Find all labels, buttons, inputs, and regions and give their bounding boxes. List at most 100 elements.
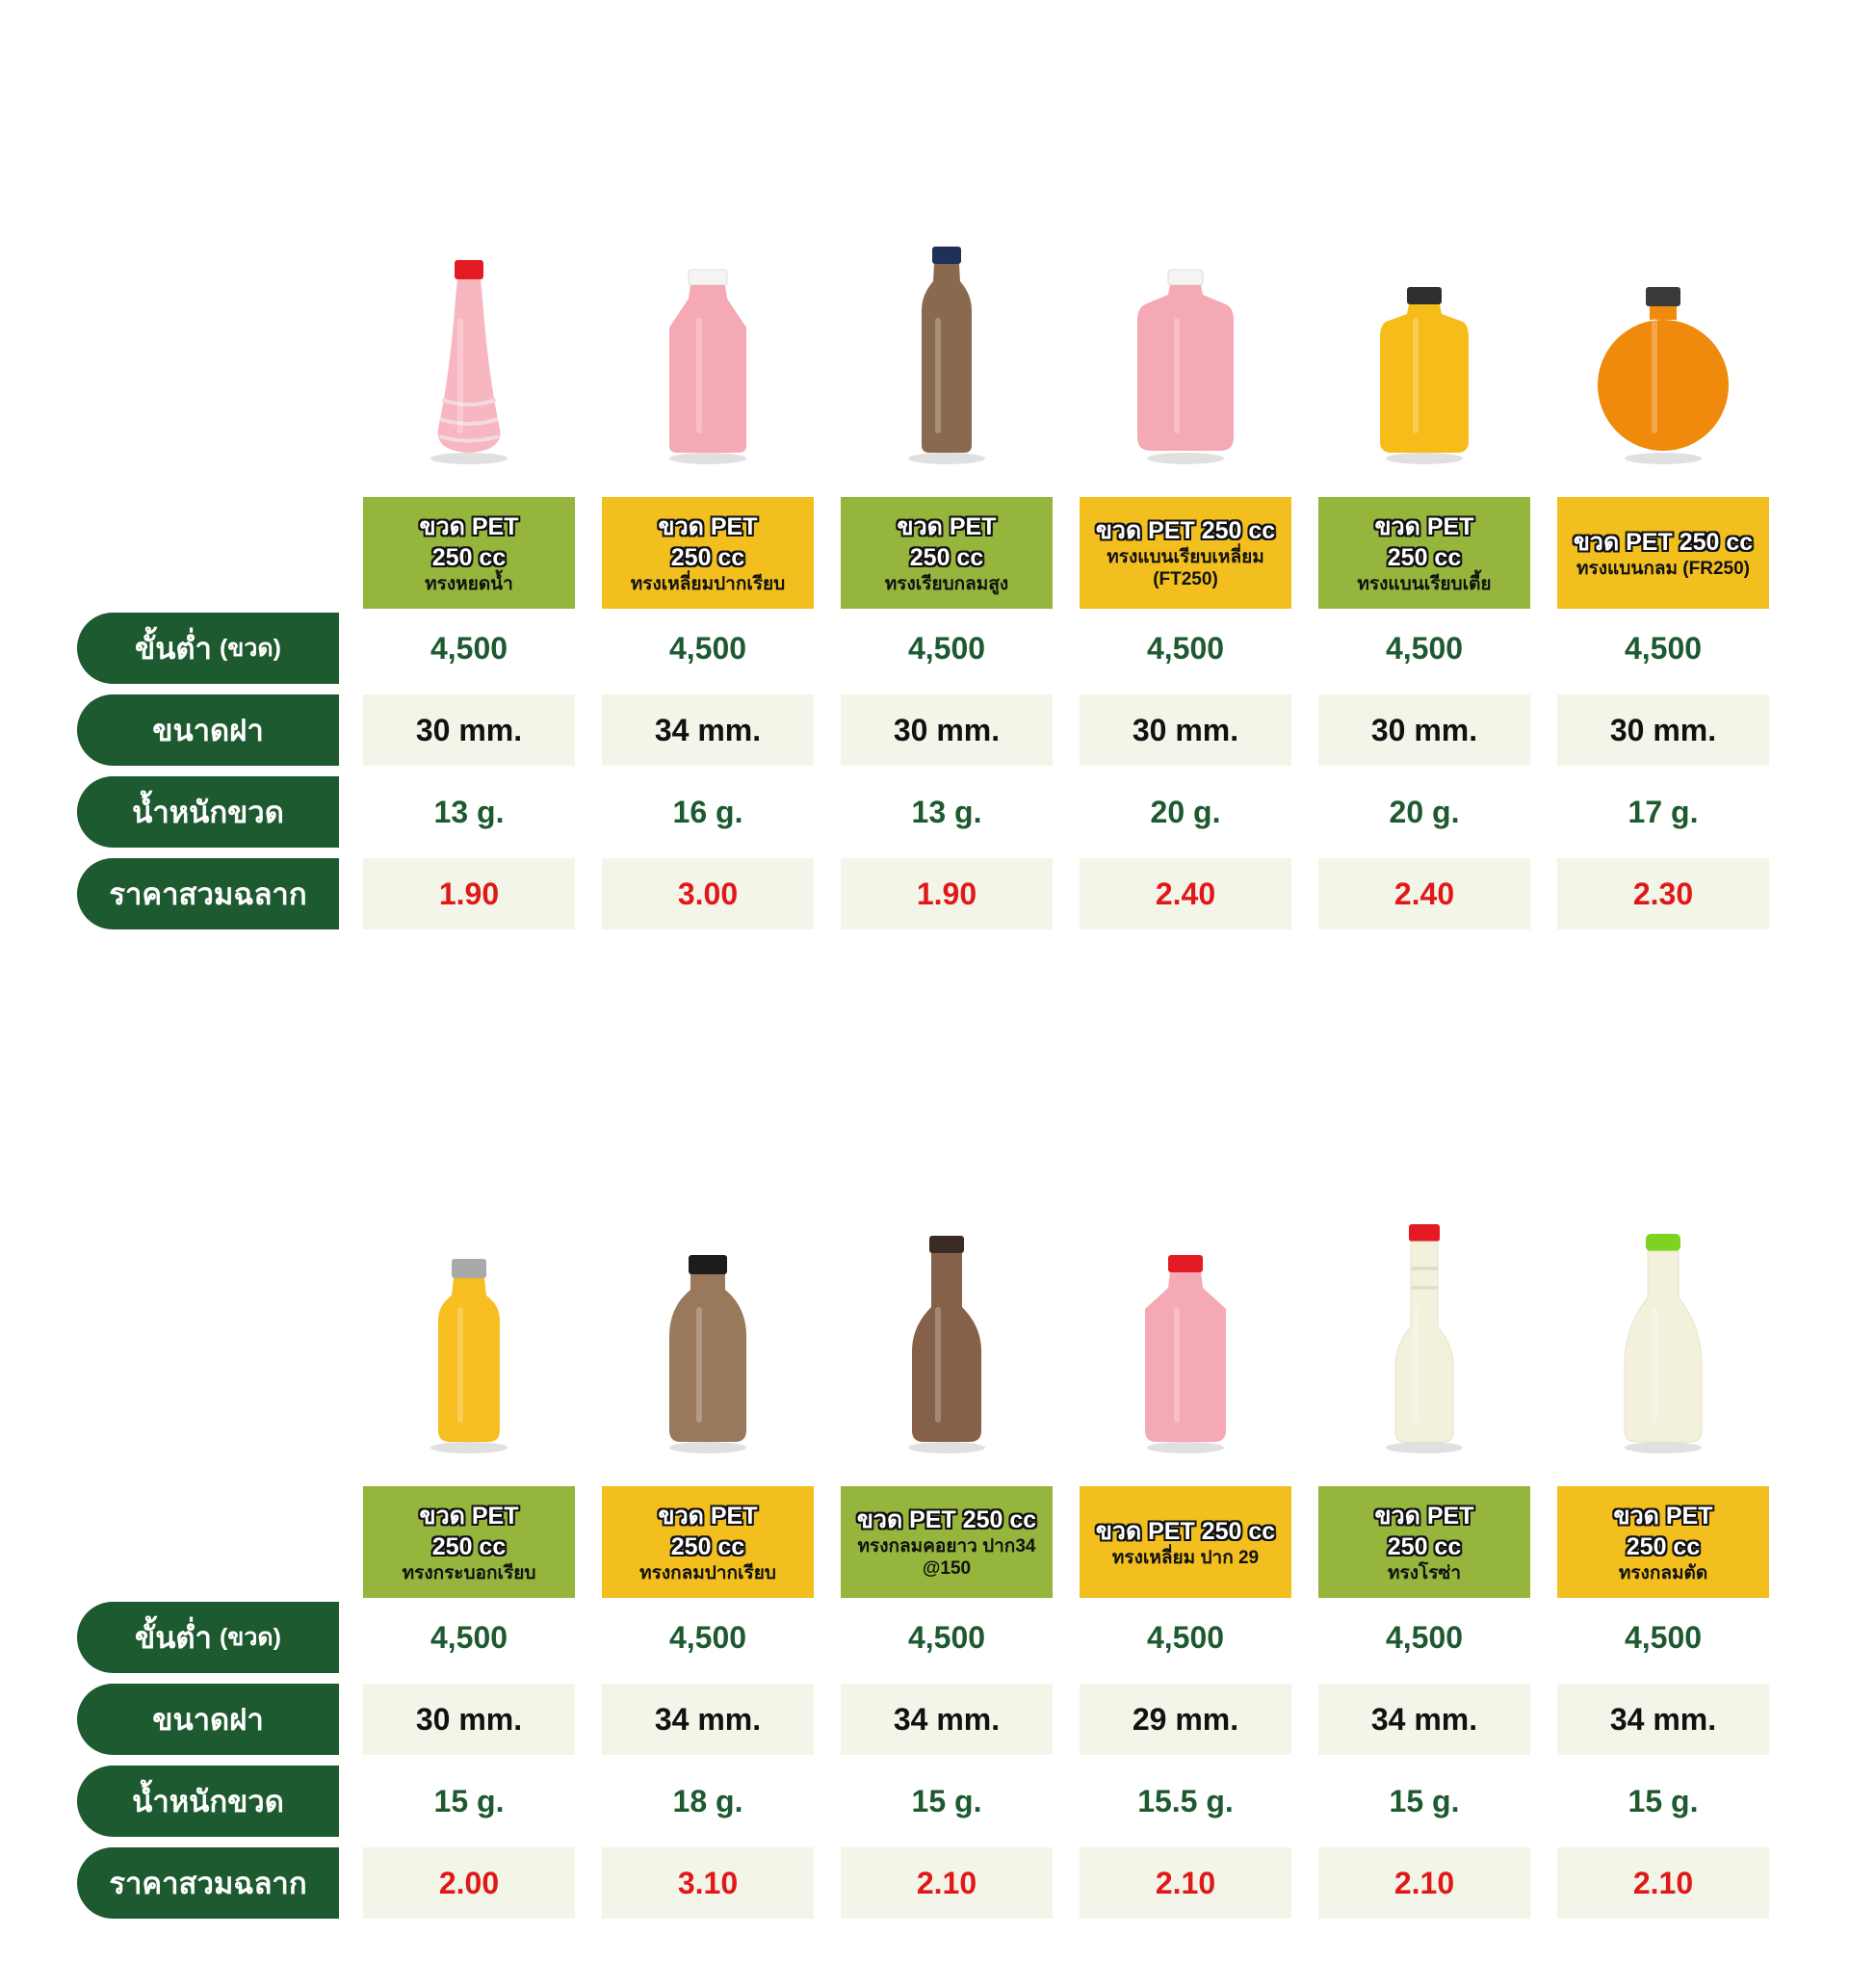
bottle-images-row (363, 231, 1769, 472)
product-header: ขวด PET 250 cc ทรงหยดน้ำ (363, 497, 575, 609)
product-title: ขวด PET 250 cc (419, 1502, 519, 1560)
row-label-bottle-weight: น้ำหนักขวด (77, 776, 339, 848)
price-cell: 2.10 (1318, 1847, 1530, 1919)
product-title: ขวด PET 250 cc (856, 1506, 1037, 1533)
cap-size-cell: 30 mm. (1080, 694, 1291, 766)
weight-cell: 15.5 g. (1137, 1783, 1234, 1818)
bottle-image (602, 1220, 814, 1461)
product-subtitle: ทรงกระบอกเรียบ (402, 1562, 536, 1583)
product-title: ขวด PET 250 cc (1095, 517, 1276, 544)
bottle-image (363, 231, 575, 472)
cap-size-cell: 30 mm. (363, 694, 575, 766)
row-label-price: ราคาสวมฉลาก (77, 858, 339, 929)
row-label-text: น้ำหนักขวด (132, 1785, 284, 1818)
min-order-cell: 4,500 (668, 1619, 747, 1655)
product-title: ขวด PET 250 cc (658, 512, 758, 571)
min-order-cell: 4,500 (907, 1619, 986, 1655)
price-cell: 2.10 (1080, 1847, 1291, 1919)
weight-cell: 15 g. (1389, 1783, 1460, 1818)
cap-size-cell: 34 mm. (1557, 1684, 1769, 1755)
bottle-image (1557, 1220, 1769, 1461)
row-label-text: น้ำหนักขวด (132, 796, 284, 829)
weight-cell: 20 g. (1150, 794, 1221, 829)
product-table-top: ขวด PET 250 cc ทรงหยดน้ำ ขวด PET 250 cc ทรง… (0, 231, 1849, 982)
product-title: ขวด PET 250 cc (1573, 528, 1754, 556)
cap-size-cell: 34 mm. (602, 1684, 814, 1755)
price-cell: 1.90 (841, 858, 1053, 929)
bottle-image (1080, 231, 1291, 472)
product-header: ขวด PET 250 cc ทรงแบนเรียบเตี้ย (1318, 497, 1530, 609)
product-title: ขวด PET 250 cc (658, 1502, 758, 1560)
min-order-cell: 4,500 (430, 1619, 508, 1655)
cap-size-cell: 34 mm. (841, 1684, 1053, 1755)
weight-cell: 15 g. (911, 1783, 982, 1818)
price-cell: 1.90 (363, 858, 575, 929)
price-cell: 2.00 (363, 1847, 575, 1919)
product-header: ขวด PET 250 cc ทรงกระบอกเรียบ (363, 1486, 575, 1598)
product-header: ขวด PET 250 cc ทรงกลมคอยาว ปาก34 @150 (841, 1486, 1053, 1598)
product-header: ขวด PET 250 cc ทรงกลมตัด (1557, 1486, 1769, 1598)
product-header: ขวด PET 250 cc ทรงแบนเรียบเหลี่ยม (FT250) (1080, 497, 1291, 609)
weight-cell: 15 g. (1628, 1783, 1699, 1818)
min-order-cell: 4,500 (1385, 630, 1464, 666)
bottle-image (1557, 231, 1769, 472)
product-subtitle: ทรงเหลี่ยม ปาก 29 (1111, 1547, 1260, 1568)
product-subtitle: ทรงเหลี่ยมปากเรียบ (630, 573, 786, 594)
weight-cell: 20 g. (1389, 794, 1460, 829)
product-title: ขวด PET 250 cc (1095, 1517, 1276, 1545)
product-subtitle: ทรงโรซ่า (1388, 1562, 1461, 1583)
row-label-text: ราคาสวมฉลาก (109, 877, 307, 911)
row-label-bottle-weight: น้ำหนักขวด (77, 1766, 339, 1837)
product-subtitle: ทรงแบนเรียบเหลี่ยม (FT250) (1107, 547, 1264, 589)
cap-size-cell: 34 mm. (602, 694, 814, 766)
bottle-image (1318, 1220, 1530, 1461)
price-cell: 2.10 (1557, 1847, 1769, 1919)
cap-size-cell: 30 mm. (1318, 694, 1530, 766)
bottle-image (1080, 1220, 1291, 1461)
price-cell: 2.10 (841, 1847, 1053, 1919)
price-cell: 2.30 (1557, 858, 1769, 929)
row-label-cap-size: ขนาดฝา (77, 1684, 339, 1755)
min-order-cell: 4,500 (668, 630, 747, 666)
row-label-unit: (ขวด) (219, 1624, 281, 1651)
product-table-bottom: ขวด PET 250 cc ทรงกระบอกเรียบ ขวด PET 250 … (0, 1220, 1849, 1972)
min-order-cell: 4,500 (1146, 630, 1225, 666)
min-order-cell: 4,500 (1624, 1619, 1703, 1655)
product-subtitle: ทรงแบนกลม (FR250) (1576, 558, 1750, 579)
row-label-cap-size: ขนาดฝา (77, 694, 339, 766)
product-header: ขวด PET 250 cc ทรงเรียบกลมสูง (841, 497, 1053, 609)
product-header: ขวด PET 250 cc ทรงแบนกลม (FR250) (1557, 497, 1769, 609)
weight-cell: 17 g. (1628, 794, 1699, 829)
min-order-cell: 4,500 (1146, 1619, 1225, 1655)
weight-cell: 16 g. (672, 794, 743, 829)
product-title: ขวด PET 250 cc (897, 512, 997, 571)
min-order-cell: 4,500 (907, 630, 986, 666)
cap-size-cell: 29 mm. (1080, 1684, 1291, 1755)
min-order-cell: 4,500 (430, 630, 508, 666)
weight-cell: 13 g. (911, 794, 982, 829)
bottle-image (602, 231, 814, 472)
product-subtitle: ทรงเรียบกลมสูง (884, 573, 1009, 594)
price-cell: 3.00 (602, 858, 814, 929)
product-subtitle: ทรงหยดน้ำ (425, 573, 513, 594)
product-header: ขวด PET 250 cc ทรงโรซ่า (1318, 1486, 1530, 1598)
product-subtitle: ทรงแบนเรียบเตี้ย (1357, 573, 1492, 594)
product-header: ขวด PET 250 cc ทรงเหลี่ยม ปาก 29 (1080, 1486, 1291, 1598)
weight-cell: 15 g. (433, 1783, 505, 1818)
row-label-min-order: ขั้นต่ำ (ขวด) (77, 1602, 339, 1673)
bottle-images-row (363, 1220, 1769, 1461)
row-label-min-order: ขั้นต่ำ (ขวด) (77, 613, 339, 684)
product-title: ขวด PET 250 cc (1613, 1502, 1713, 1560)
cap-size-cell: 30 mm. (363, 1684, 575, 1755)
row-label-unit: (ขวด) (219, 635, 281, 662)
row-label-text: ขั้นต่ำ (135, 1621, 212, 1655)
bottle-image (363, 1220, 575, 1461)
product-title: ขวด PET 250 cc (419, 512, 519, 571)
product-subtitle: ทรงกลมตัด (1618, 1562, 1708, 1583)
price-cell: 2.40 (1080, 858, 1291, 929)
price-cell: 2.40 (1318, 858, 1530, 929)
bottle-image (841, 1220, 1053, 1461)
product-header: ขวด PET 250 cc ทรงกลมปากเรียบ (602, 1486, 814, 1598)
product-subtitle: ทรงกลมคอยาว ปาก34 @150 (857, 1536, 1036, 1579)
row-label-text: ราคาสวมฉลาก (109, 1867, 307, 1900)
